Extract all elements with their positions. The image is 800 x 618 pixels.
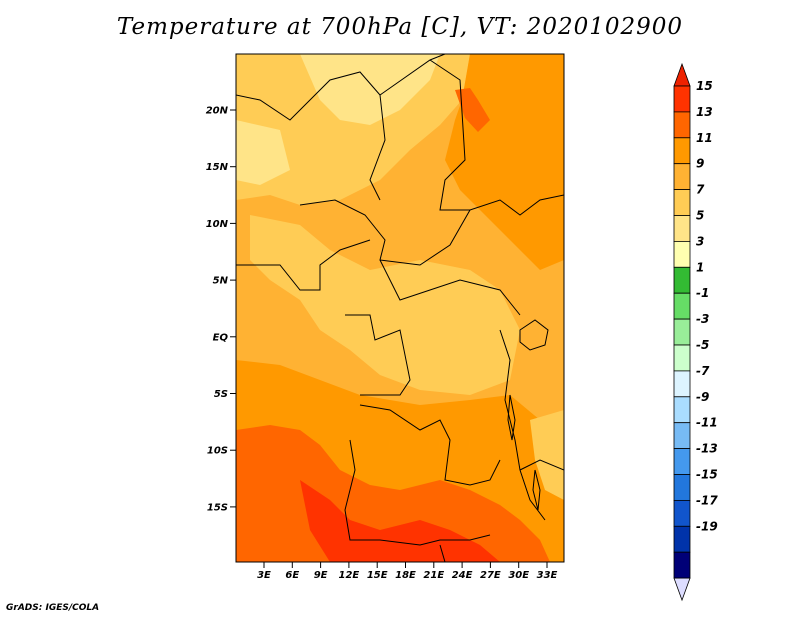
border-chad	[429, 59, 564, 216]
field-south-hottest	[300, 480, 500, 562]
country-borders	[236, 54, 564, 562]
lat-tick-label: 10S	[207, 446, 228, 457]
border-north-1	[236, 71, 386, 201]
lat-tick-label: 10N	[206, 219, 229, 230]
colorbar-label: -11	[696, 416, 718, 430]
chart-title: Temperature at 700hPa [C], VT: 202010290…	[116, 14, 684, 40]
map-frame	[235, 53, 565, 563]
colorbar-segment	[673, 396, 691, 424]
colorbar-segment	[673, 240, 691, 268]
border-central	[299, 199, 471, 266]
lat-tick-label: 5S	[214, 389, 228, 400]
lat-tick-label: 20N	[206, 106, 229, 117]
border-congo	[345, 314, 411, 396]
colorbar-segment	[673, 499, 691, 527]
colorbar-label: 15	[696, 79, 713, 93]
border-west-coast	[236, 239, 371, 291]
lon-tick-label: 12E	[339, 570, 360, 581]
field-sahara-cooler	[300, 54, 440, 125]
colorbar-label: 13	[696, 105, 713, 119]
border-angola	[344, 439, 491, 546]
field-east-hotspot	[455, 88, 490, 132]
colorbar-segment	[673, 448, 691, 475]
lon-tick-label: 33E	[537, 570, 558, 581]
colorbar-label: -7	[696, 364, 710, 378]
colorbar-segment	[673, 111, 691, 139]
border-east-lakes	[499, 329, 546, 521]
lake-malawi	[532, 469, 541, 511]
colorbar-segment	[673, 525, 691, 553]
lat-tick-label: 15S	[207, 502, 228, 513]
colorbar-underflow-triangle	[673, 577, 691, 602]
lon-tick-label: 3E	[257, 570, 271, 581]
colorbar-segment	[673, 318, 691, 346]
lat-tick-label: EQ	[213, 332, 229, 343]
colorbar-segment	[673, 422, 691, 450]
colorbar-label: 7	[696, 183, 705, 197]
colorbar-label: -13	[696, 442, 718, 456]
colorbar-label: 1	[696, 260, 704, 274]
lon-tick-label: 9E	[314, 570, 328, 581]
colorbar-overflow-triangle	[673, 62, 691, 87]
lon-axis: 3E 6E 9E 12E 15E 18E 21E 24E 27E 30E 33E	[257, 562, 558, 581]
colorbar-label: -15	[696, 468, 718, 482]
colorbar-segment	[673, 215, 691, 242]
border-south	[439, 544, 446, 562]
colorbar-segment	[673, 474, 691, 501]
colorbar-label: -3	[696, 312, 709, 326]
temperature-field	[236, 54, 564, 562]
colorbar-segment	[673, 85, 691, 113]
field-central-cool	[250, 215, 520, 395]
lat-axis: 20N 15N 10N 5N EQ 5S 10S 15S	[206, 106, 236, 513]
field-west-cool	[236, 120, 290, 185]
colorbar-label: -5	[696, 338, 709, 352]
lon-tick-label: 18E	[395, 570, 416, 581]
colorbar-label: -1	[696, 286, 709, 300]
colorbar-segment	[673, 292, 691, 320]
lon-tick-label: 15E	[367, 570, 388, 581]
lon-tick-label: 6E	[285, 570, 299, 581]
border-southeast	[519, 459, 564, 471]
colorbar-segment	[673, 344, 691, 372]
field-southeast-cool	[530, 410, 564, 500]
lon-tick-label: 27E	[480, 570, 501, 581]
border-drc-south	[359, 404, 501, 486]
colorbar-segment	[673, 163, 691, 190]
lat-tick-label: 5N	[213, 276, 229, 287]
lat-tick-label: 15N	[206, 162, 229, 173]
colorbar: 15 13 11 9 7 5 3 1 -1 -3 -5 -7 -9 -11 -13 -15 -17 -19	[673, 62, 718, 602]
colorbar-segment	[673, 370, 691, 398]
colorbar-segment	[673, 551, 691, 579]
colorbar-label: 9	[696, 157, 704, 171]
lon-tick-label: 30E	[508, 570, 529, 581]
colorbar-label: -17	[696, 493, 718, 507]
grads-credit: GrADS: IGES/COLA	[6, 603, 100, 613]
lon-tick-label: 24E	[452, 570, 473, 581]
colorbar-label: 5	[696, 209, 704, 223]
lon-tick-label: 21E	[423, 570, 444, 581]
colorbar-label: -9	[696, 390, 709, 404]
colorbar-segment	[673, 137, 691, 165]
colorbar-segment	[673, 189, 691, 216]
lake-victoria	[519, 319, 549, 351]
colorbar-label: -19	[696, 519, 718, 533]
lake-tanganyika	[507, 394, 516, 441]
colorbar-label: 3	[696, 234, 704, 248]
colorbar-label: 11	[696, 131, 713, 145]
border-car	[379, 259, 521, 316]
colorbar-segment	[673, 266, 691, 294]
